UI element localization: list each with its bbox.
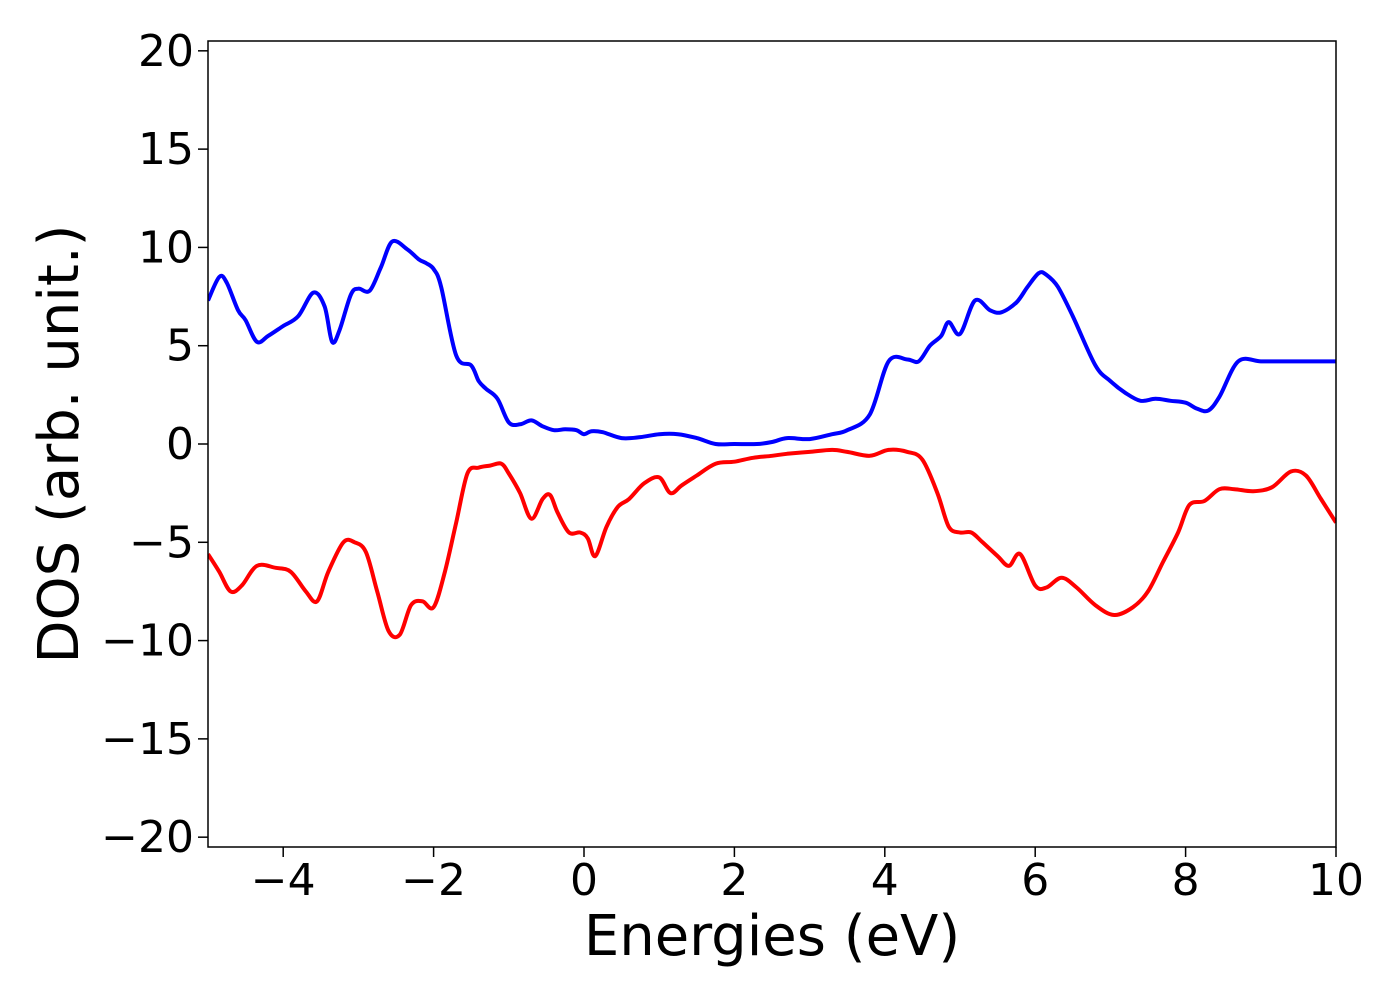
y-tick-label: 10 bbox=[138, 222, 194, 273]
y-tick-label: −20 bbox=[101, 812, 194, 863]
x-tick-label: 10 bbox=[1308, 855, 1364, 906]
y-tick-label: 15 bbox=[138, 124, 194, 175]
y-tick-label: 5 bbox=[166, 321, 194, 372]
x-tick-label: −2 bbox=[401, 855, 466, 906]
x-axis-label: Energies (eV) bbox=[584, 904, 960, 969]
series-layer bbox=[208, 238, 1336, 640]
y-tick-label: 0 bbox=[166, 419, 194, 470]
spin-up-dos-line bbox=[208, 238, 1336, 447]
spin-down-dos-line bbox=[208, 447, 1336, 640]
y-tick-label: 20 bbox=[138, 26, 194, 77]
x-tick-label: 8 bbox=[1172, 855, 1200, 906]
x-axis-ticks: −4 −2 0 2 4 6 8 10 bbox=[251, 847, 1364, 906]
y-tick-label: −5 bbox=[129, 517, 194, 568]
x-tick-label: 2 bbox=[720, 855, 748, 906]
x-tick-label: 0 bbox=[570, 855, 598, 906]
x-tick-label: −4 bbox=[251, 855, 316, 906]
x-tick-label: 4 bbox=[871, 855, 899, 906]
y-axis-label: DOS (arb. unit.) bbox=[27, 224, 92, 663]
y-tick-label: −15 bbox=[101, 714, 194, 765]
x-tick-label: 6 bbox=[1021, 855, 1049, 906]
y-axis-ticks: −20 −15 −10 −5 0 5 10 15 20 bbox=[101, 26, 208, 863]
y-tick-label: −10 bbox=[101, 616, 194, 667]
